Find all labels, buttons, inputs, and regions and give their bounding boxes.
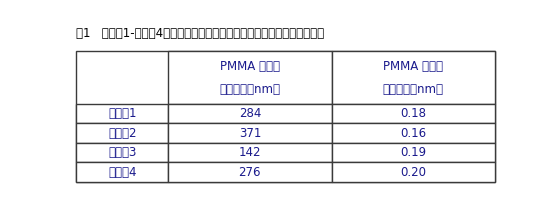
Text: 实施例2: 实施例2 — [108, 127, 136, 139]
Bar — [76, 51, 495, 182]
Text: 表1   实施例1-实施例4中制备的甲基丙烯酸甲酯高分子伸展链的具体参数表: 表1 实施例1-实施例4中制备的甲基丙烯酸甲酯高分子伸展链的具体参数表 — [76, 27, 324, 40]
Bar — [168, 104, 331, 123]
Bar — [331, 143, 495, 163]
Text: 实施例3: 实施例3 — [108, 146, 136, 159]
Text: 实施例1: 实施例1 — [108, 107, 136, 120]
Text: 142: 142 — [238, 146, 261, 159]
Bar — [76, 143, 168, 163]
Text: 284: 284 — [239, 107, 261, 120]
Text: 276: 276 — [238, 166, 261, 179]
Text: 平均链长（nm）: 平均链长（nm） — [219, 83, 280, 96]
Bar — [168, 143, 331, 163]
Text: 0.16: 0.16 — [400, 127, 426, 139]
Bar — [76, 123, 168, 143]
Text: 平均高度（nm）: 平均高度（nm） — [383, 83, 444, 96]
Text: 0.19: 0.19 — [400, 146, 426, 159]
Bar — [76, 163, 168, 182]
Text: 实施例4: 实施例4 — [108, 166, 136, 179]
Bar — [331, 104, 495, 123]
Text: 0.20: 0.20 — [400, 166, 426, 179]
Bar — [331, 163, 495, 182]
Bar — [76, 104, 168, 123]
Text: PMMA 伸展链: PMMA 伸展链 — [220, 60, 280, 73]
Bar — [168, 51, 331, 104]
Bar — [331, 123, 495, 143]
Bar — [168, 123, 331, 143]
Bar — [168, 163, 331, 182]
Text: 0.18: 0.18 — [400, 107, 426, 120]
Bar — [331, 51, 495, 104]
Text: 371: 371 — [239, 127, 261, 139]
Text: PMMA 伸展链: PMMA 伸展链 — [383, 60, 443, 73]
